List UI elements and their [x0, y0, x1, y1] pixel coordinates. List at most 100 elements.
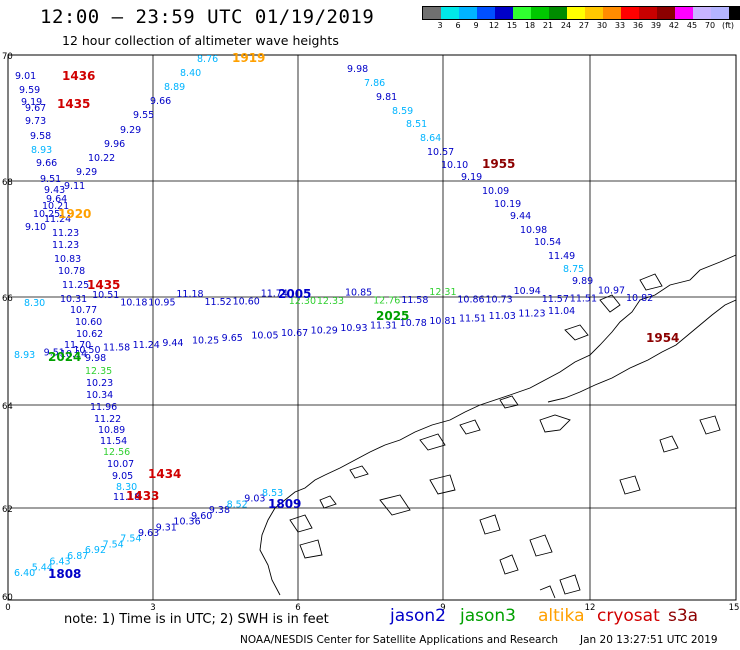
wave-height-label: 10.62 — [76, 329, 103, 340]
wave-height-label: 11.70 — [64, 340, 91, 351]
wave-height-label: 10.54 — [534, 237, 561, 248]
lat-label: 70 — [2, 52, 13, 62]
wave-height-label: 8.40 — [180, 68, 201, 79]
color-scale-labels: 3 6 9 12 15 18 21 24 27 30 33 36 39 42 45 70 (ft) — [422, 21, 734, 33]
wave-height-label: 11.51 — [570, 294, 597, 305]
lon-label: 9 — [440, 603, 445, 613]
wave-height-label: 7.54 — [120, 534, 141, 545]
wave-height-label: 10.86 — [457, 295, 484, 306]
wave-height-label: 10.57 — [427, 147, 454, 158]
wave-height-label: 11.96 — [90, 402, 117, 413]
pass-time-label: 1955 — [482, 157, 515, 171]
scale-tick-label: 33 — [614, 21, 626, 30]
pass-time-label: 1434 — [148, 467, 181, 481]
wave-height-label: 11.31 — [370, 321, 397, 332]
wave-height-label: 8.93 — [14, 350, 35, 361]
color-swatch — [477, 7, 495, 19]
wave-height-label: 9.44 — [510, 211, 531, 222]
pass-time-label: 2024 — [48, 350, 81, 364]
pass-time-label: 1808 — [48, 567, 81, 581]
wave-height-label: 9.10 — [25, 222, 46, 233]
lon-axis-labels: 0 3 6 9 12 15 — [5, 603, 739, 613]
wave-height-label: 8.30 — [116, 482, 137, 493]
wave-height-label: 9.11 — [64, 181, 85, 192]
scale-tick-label: 9 — [473, 21, 479, 30]
wave-height-label: 11.54 — [100, 436, 127, 447]
wave-height-label: 10.67 — [281, 328, 308, 339]
wave-height-label: 10.78 — [400, 318, 427, 329]
pass-time-label: 1919 — [232, 51, 265, 65]
wave-height-label: 11.23 — [52, 240, 79, 251]
wave-height-label: 10.77 — [70, 305, 97, 316]
wave-height-label: 10.60 — [233, 297, 260, 308]
wave-height-label: 10.89 — [98, 425, 125, 436]
wave-height-label: 9.60 — [191, 511, 212, 522]
wave-height-label: 6.92 — [85, 545, 106, 556]
wave-height-label: 11.18 — [113, 492, 140, 503]
wave-height-label: 9.58 — [30, 131, 51, 142]
wave-height-label: 11.03 — [489, 311, 516, 322]
track-value-layer: 9.019.599.199.679.739.588.939.669.519.43… — [14, 54, 653, 579]
scale-tick-label: 36 — [632, 21, 644, 30]
wave-height-label: 11.22 — [94, 414, 121, 425]
color-swatch — [567, 7, 585, 19]
wave-height-label: 7.86 — [364, 78, 385, 89]
wave-height-label: 10.78 — [58, 266, 85, 277]
page-title: 12:00 – 23:59 UTC 01/19/2019 — [40, 6, 375, 28]
lat-label: 66 — [2, 294, 13, 304]
wave-height-label: 10.51 — [92, 290, 119, 301]
color-scale-bar — [422, 6, 740, 20]
wave-height-label: 11.24 — [133, 340, 160, 351]
color-swatch — [711, 7, 729, 19]
wave-height-label: 10.85 — [345, 288, 372, 299]
wave-height-label: 9.63 — [138, 528, 159, 539]
wave-height-label: 10.34 — [86, 390, 113, 401]
wave-height-label: 11.18 — [176, 289, 203, 300]
scale-tick-label: 12 — [488, 21, 500, 30]
wave-height-label: 8.52 — [227, 499, 248, 510]
wave-height-label: 8.89 — [164, 82, 185, 93]
scale-tick-label: 42 — [668, 21, 680, 30]
wave-height-label: 10.07 — [107, 459, 134, 470]
time-label-layer: 1436 1435 1920 1435 2024 1434 1433 1808 1919 1955… — [48, 51, 679, 581]
lon-label: 6 — [295, 603, 300, 613]
wave-height-label: 6.43 — [49, 557, 70, 568]
wave-height-label: 8.76 — [197, 54, 218, 65]
wave-height-label: 8.30 — [24, 298, 45, 309]
wave-height-label: 10.21 — [42, 201, 69, 212]
wave-height-label: 11.57 — [542, 294, 569, 305]
wave-height-label: 9.19 — [461, 172, 482, 183]
wave-height-label: 9.51 — [44, 348, 65, 359]
map-grid — [8, 55, 736, 600]
wave-height-label: 10.25 — [192, 335, 219, 346]
wave-height-label: 10.50 — [73, 345, 100, 356]
wave-height-label: 7.54 — [103, 539, 124, 550]
timestamp-text: Jan 20 13:27:51 UTC 2019 — [580, 634, 718, 646]
wave-height-label: 10.97 — [598, 285, 625, 296]
scale-tick-label: 21 — [542, 21, 554, 30]
wave-height-label: 8.93 — [31, 145, 52, 156]
wave-height-label: 12.56 — [103, 447, 130, 458]
wave-height-label: 9.81 — [376, 92, 397, 103]
wave-height-label: 9.03 — [244, 494, 265, 505]
pass-time-label: 2025 — [376, 309, 409, 323]
wave-height-label: 9.01 — [15, 71, 36, 82]
legend-jason3: jason3 — [460, 606, 516, 626]
color-swatch — [513, 7, 531, 19]
wave-height-label: 9.29 — [76, 167, 97, 178]
lon-label: 15 — [729, 603, 740, 613]
color-swatch — [639, 7, 657, 19]
wave-height-label: 9.43 — [44, 185, 65, 196]
credit-text: NOAA/NESDIS Center for Satellite Applica… — [240, 634, 558, 646]
wave-height-label: 11.58 — [401, 295, 428, 306]
scale-tick-label: 39 — [650, 21, 662, 30]
scale-tick-label: 30 — [596, 21, 608, 30]
wave-height-label: 11.23 — [518, 308, 545, 319]
wave-height-label: 8.59 — [392, 106, 413, 117]
lat-axis-labels: 70 68 66 64 62 60 — [2, 52, 13, 603]
wave-height-label: 9.67 — [25, 103, 46, 114]
wave-height-label: 10.60 — [75, 317, 102, 328]
wave-height-label: 12.35 — [85, 366, 112, 377]
wave-height-label: 5.44 — [32, 562, 53, 573]
